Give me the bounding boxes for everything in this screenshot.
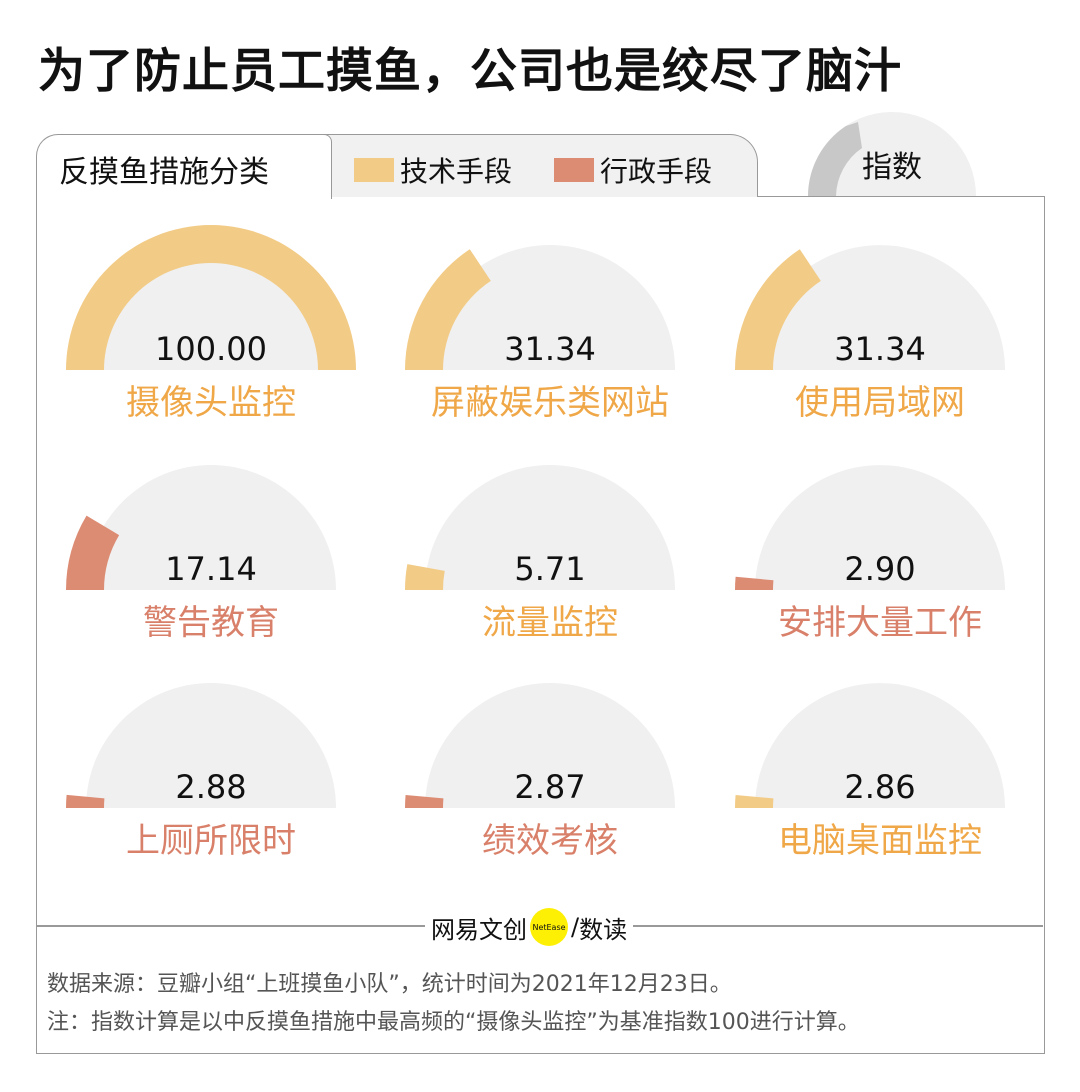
brand-badge: NetEase [530, 908, 568, 946]
page-title: 为了防止员工摸鱼，公司也是绞尽了脑汁 [38, 44, 902, 99]
value-label: 31.34 [834, 330, 926, 368]
gauge-arc [66, 225, 356, 370]
value-label: 100.00 [155, 330, 267, 368]
value-label: 5.71 [514, 550, 585, 588]
legend-swatch [354, 158, 394, 182]
brand-logo: 网易文创 NetEase / 数读 [425, 908, 634, 946]
value-label: 2.90 [844, 550, 915, 588]
category-label: 使用局域网 [795, 383, 965, 423]
value-label: 2.86 [844, 768, 915, 806]
tab-label: 反摸鱼措施分类 [59, 155, 269, 190]
gauge-background [425, 683, 675, 808]
method-note: 注：指数计算是以中反摸鱼措施中最高频的“摄像头监控”为基准指数100进行计算。 [47, 1010, 860, 1035]
value-label: 17.14 [165, 550, 257, 588]
category-label: 电脑桌面监控 [778, 821, 982, 861]
category-label: 绩效考核 [482, 821, 618, 861]
index-label: 指数 [862, 150, 922, 185]
legend-swatch [554, 158, 594, 182]
gauge-background [86, 465, 336, 590]
legend-item-admin: 行政手段 [554, 150, 712, 190]
gauge-background [755, 683, 1005, 808]
category-label: 警告教育 [143, 603, 279, 643]
gauge-arc [735, 249, 821, 370]
legend-label: 技术手段 [400, 155, 513, 188]
category-label: 安排大量工作 [778, 603, 982, 643]
gauge-arc [405, 794, 444, 808]
gauge-arc [405, 249, 491, 370]
brand-sub: 数读 [579, 915, 628, 944]
value-label: 31.34 [504, 330, 596, 368]
category-tab: 反摸鱼措施分类 [36, 134, 332, 199]
brand-slash: / [571, 913, 580, 941]
value-label: 2.87 [514, 768, 585, 806]
gauge-background [755, 465, 1005, 590]
gauge-background [86, 683, 336, 808]
category-label: 屏蔽娱乐类网站 [431, 383, 669, 423]
gauge-chart: 100.00 摄像头监控 31.34 屏蔽娱乐类网站 31.34 使用局域网 17.14 警告… [66, 225, 1005, 861]
brand-name: 网易文创 [431, 915, 527, 944]
category-label: 流量监控 [482, 603, 618, 643]
legend-item-tech: 技术手段 [354, 150, 512, 190]
category-label: 摄像头监控 [126, 383, 296, 423]
category-label: 上厕所限时 [126, 821, 296, 861]
gauge-arc [405, 564, 445, 590]
gauge-arc [735, 794, 774, 808]
source-note: 数据来源：豆瓣小组“上班摸鱼小队”，统计时间为2021年12月23日。 [47, 972, 732, 997]
gauge-arc [66, 794, 105, 808]
gauge-arc [735, 576, 774, 590]
gauge-background [425, 465, 675, 590]
value-label: 2.88 [175, 768, 246, 806]
index-gauge-icon [808, 112, 976, 196]
legend-label: 行政手段 [600, 155, 713, 188]
gauge-arc [66, 515, 120, 590]
